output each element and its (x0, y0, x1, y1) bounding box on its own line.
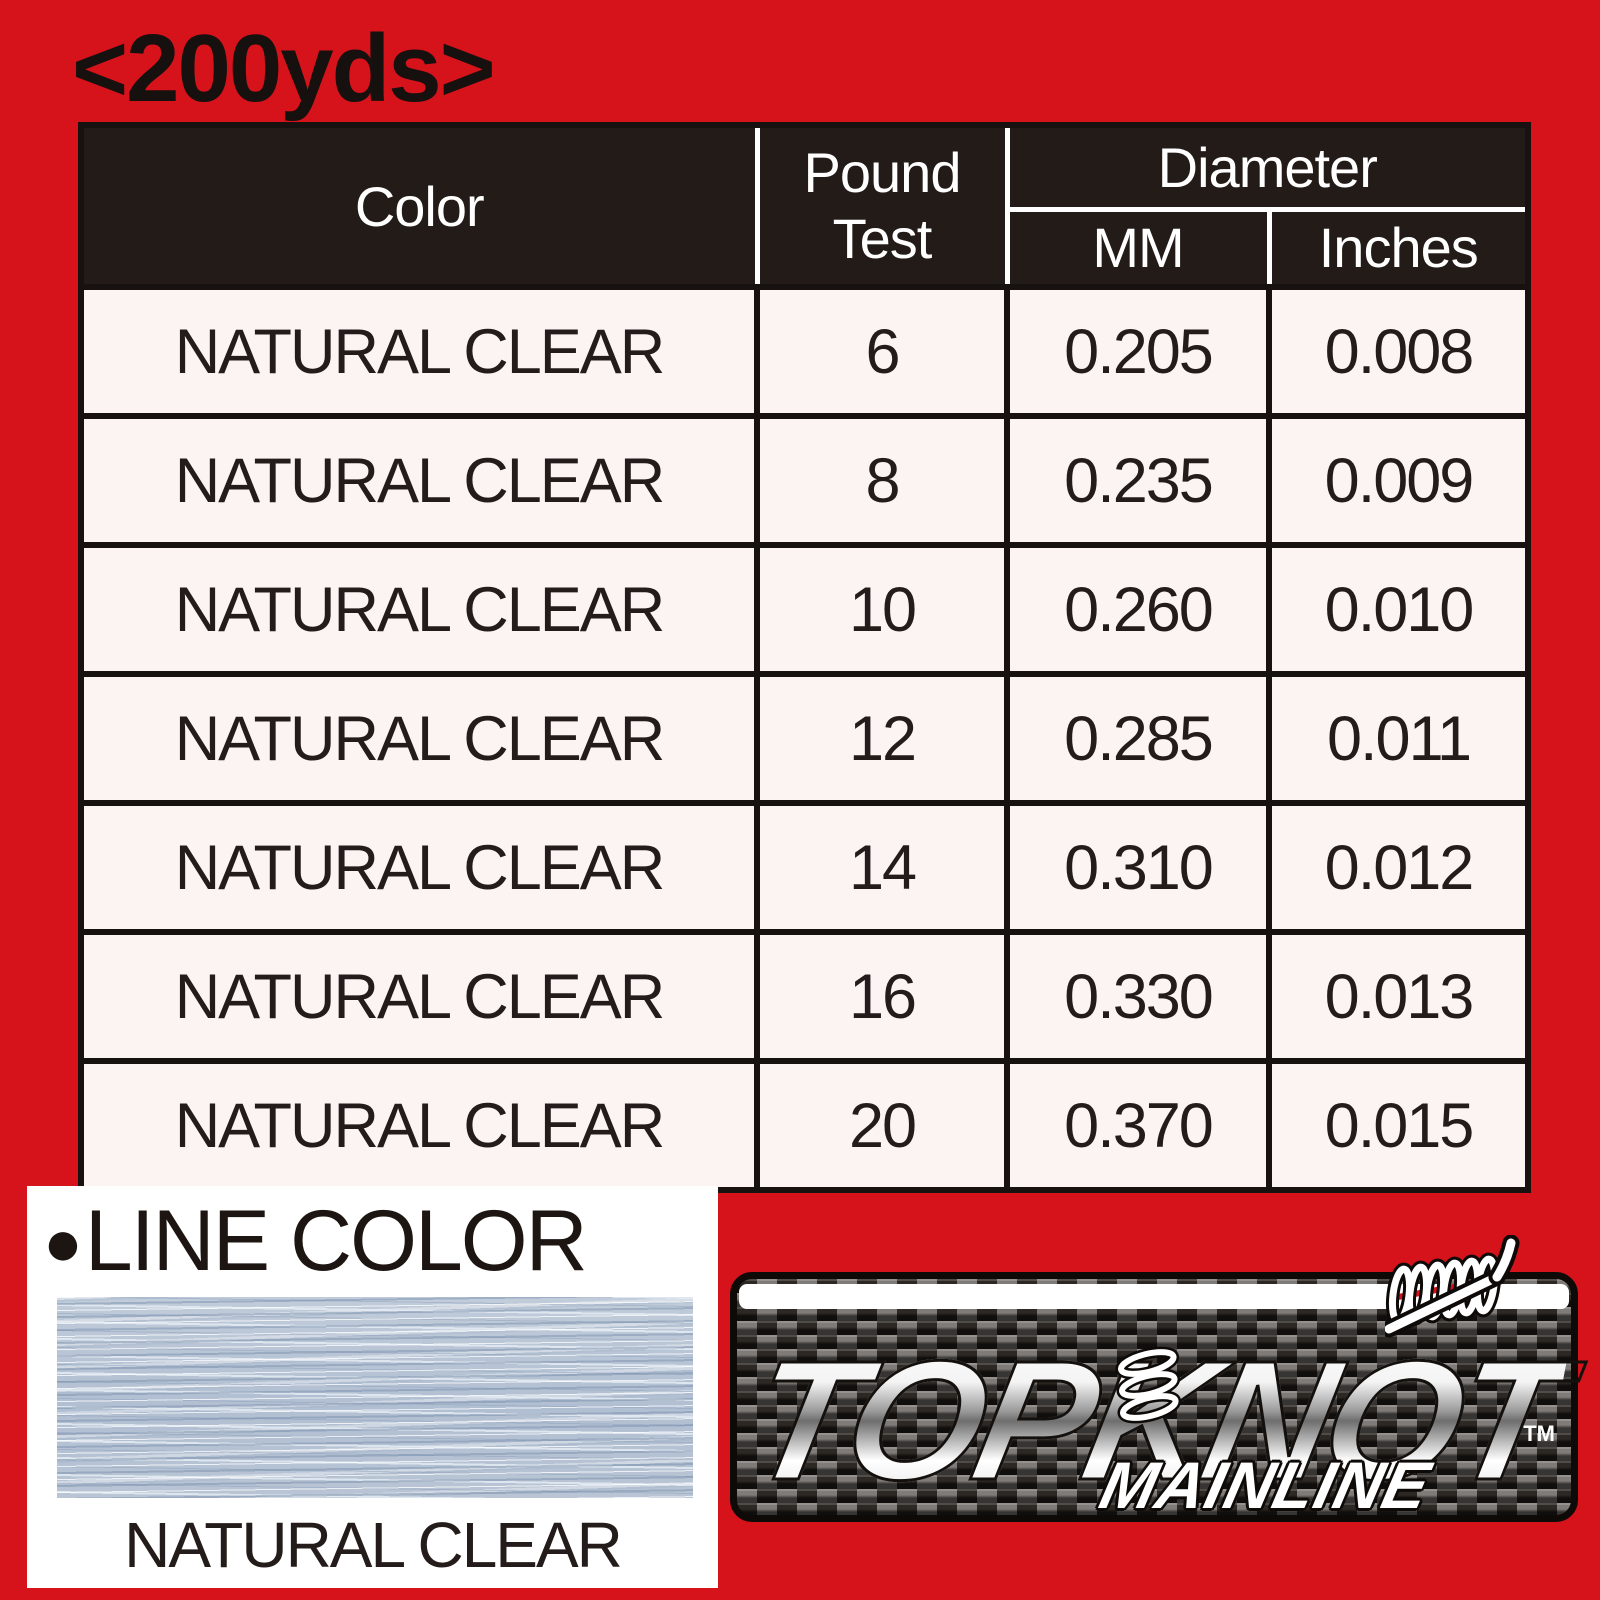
cell-color: NATURAL CLEAR (78, 542, 760, 677)
cell-inches: 0.011 (1265, 671, 1532, 806)
cell-inches: 0.010 (1265, 542, 1532, 677)
page-title: <200yds> (72, 15, 496, 122)
cell-color: NATURAL CLEAR (78, 284, 760, 419)
table-row: NATURAL CLEAR 14 0.310 0.012 (78, 800, 1532, 935)
cell-pound-test: 16 (754, 929, 1010, 1064)
cell-pound-test: 14 (754, 800, 1010, 935)
cell-color: NATURAL CLEAR (78, 413, 760, 548)
cell-color: NATURAL CLEAR (78, 800, 760, 935)
cell-color: NATURAL CLEAR (78, 671, 760, 806)
k-knot-icon (1115, 1346, 1182, 1424)
line-color-heading-label: LINE COLOR (84, 1193, 588, 1289)
line-swatch-natural-clear (57, 1297, 693, 1498)
header-pound-line2: Test (832, 207, 933, 270)
cell-pound-test: 12 (754, 671, 1010, 806)
brand-subtitle: MAINLINE (1093, 1448, 1438, 1522)
cell-inches: 0.008 (1265, 284, 1532, 419)
header-pound-line1: Pound (803, 141, 962, 204)
swatch-label: NATURAL CLEAR (124, 1509, 623, 1581)
cell-pound-test: 10 (754, 542, 1010, 677)
cell-inches: 0.009 (1265, 413, 1532, 548)
cell-mm: 0.235 (1004, 413, 1272, 548)
header-pound-test: Pound Test (754, 122, 1010, 290)
line-color-heading: ● LINE COLOR (43, 1192, 588, 1291)
cell-mm: 0.260 (1004, 542, 1272, 677)
cell-pound-test: 6 (754, 284, 1010, 419)
header-color: Color (78, 122, 760, 290)
cell-mm: 0.205 (1004, 284, 1272, 419)
cell-color: NATURAL CLEAR (78, 929, 760, 1064)
table-row: NATURAL CLEAR 16 0.330 0.013 (78, 929, 1532, 1064)
header-inches: Inches (1266, 206, 1532, 290)
cell-inches: 0.013 (1265, 929, 1532, 1064)
cell-mm: 0.285 (1004, 671, 1272, 806)
spec-table: Color Pound Test Diameter MM Inches NATU… (78, 122, 1532, 1193)
barbed-wire-knot-icon (1385, 1235, 1520, 1338)
cell-mm: 0.330 (1004, 929, 1272, 1064)
cell-mm: 0.370 (1004, 1058, 1272, 1193)
table-row: NATURAL CLEAR 6 0.205 0.008 (78, 284, 1532, 419)
topknot-mainline-logo: TOPKNOT MAINLINE TM (730, 1235, 1578, 1522)
cell-inches: 0.015 (1265, 1058, 1532, 1193)
header-diameter: Diameter (1004, 122, 1532, 212)
line-color-panel: ● LINE COLOR NATURAL CLEAR (27, 1186, 718, 1588)
table-row: NATURAL CLEAR 8 0.235 0.009 (78, 413, 1532, 548)
table-row: NATURAL CLEAR 12 0.285 0.011 (78, 671, 1532, 806)
cell-pound-test: 8 (754, 413, 1010, 548)
cell-mm: 0.310 (1004, 800, 1272, 935)
table-row: NATURAL CLEAR 20 0.370 0.015 (78, 1058, 1532, 1193)
cell-pound-test: 20 (754, 1058, 1010, 1193)
table-row: NATURAL CLEAR 10 0.260 0.010 (78, 542, 1532, 677)
cell-color: NATURAL CLEAR (78, 1058, 760, 1193)
header-mm: MM (1004, 206, 1272, 290)
cell-inches: 0.012 (1265, 800, 1532, 935)
trademark-symbol: TM (1523, 1421, 1555, 1446)
bullet-icon: ● (43, 1204, 83, 1279)
